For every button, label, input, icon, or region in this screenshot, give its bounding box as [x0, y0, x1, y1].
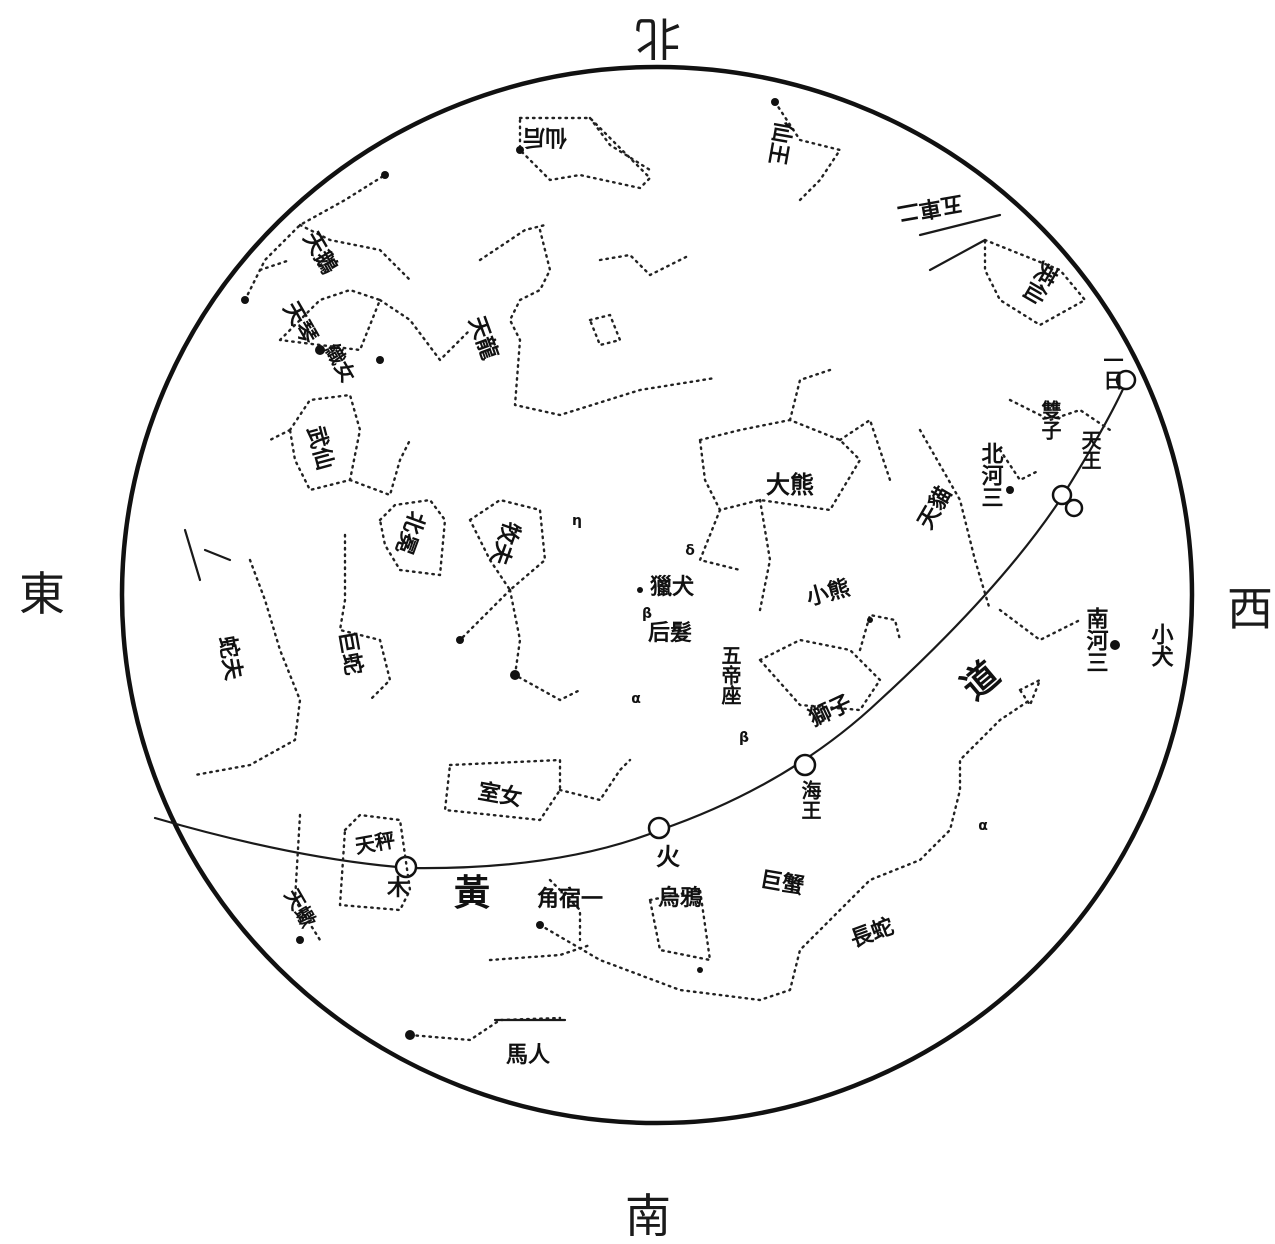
label-centaurus: 馬人	[506, 1043, 550, 1068]
greek-eta-boo: η	[572, 513, 582, 529]
label-corvus: 烏鴉	[658, 885, 702, 911]
label-cygnus: 天鵝	[298, 228, 342, 279]
direction-south: 南	[625, 1189, 671, 1243]
planet-marker-sun	[1115, 369, 1137, 391]
label-sun-day-1: 一日	[1100, 350, 1124, 390]
label-virgo: 室女	[476, 778, 524, 811]
label-ophiuchus: 蛇夫	[213, 634, 246, 683]
label-small-dog: 小犬	[1148, 623, 1174, 668]
planet-marker-neptune	[793, 753, 817, 777]
label-draco: 天龍	[463, 313, 502, 363]
bright-stars	[241, 98, 1120, 1040]
label-jupiter: 木	[386, 876, 410, 901]
label-cassiopeia: 仙后	[523, 124, 567, 150]
label-wuche-er: 五車二	[895, 189, 964, 225]
ecliptic-label-dao: 道	[953, 653, 1008, 708]
ecliptic-label-huang: 黃	[454, 872, 490, 914]
planet-marker-uranus	[1051, 484, 1073, 506]
label-jiao-su-yi: 角宿一	[537, 886, 603, 912]
label-little-bear: 小熊	[804, 575, 853, 612]
horizon-circle	[119, 64, 1195, 1126]
constellation-lines	[183, 100, 1112, 1042]
label-lynx: 天貓	[914, 483, 958, 534]
planet-marker-jupiter	[394, 855, 418, 879]
label-gemini: 雙子	[1038, 399, 1062, 440]
label-lyra: 天琴	[278, 298, 322, 349]
greek-beta-coma: β	[642, 606, 652, 622]
direction-east: 東	[19, 567, 65, 621]
label-perseus: 英仙	[1018, 257, 1063, 308]
planet-marker-mars	[647, 816, 671, 840]
label-scorpius: 天蠍	[280, 885, 321, 932]
label-nanhe-san: 南河三	[1083, 607, 1109, 673]
label-libra: 天秤	[353, 828, 397, 859]
greek-beta-leo: β	[739, 730, 749, 746]
label-hercules: 武仙	[302, 423, 339, 472]
label-hydra: 長蛇	[847, 913, 897, 952]
label-neptune: 海王	[798, 779, 822, 820]
label-corona-borealis: 北冕	[390, 508, 429, 558]
direction-north: 北	[635, 11, 681, 65]
label-dragon: 大熊	[766, 471, 814, 499]
label-canes-venatici: 獵犬	[650, 575, 695, 600]
label-uranus: 天王	[1078, 430, 1102, 470]
label-cepheus: 仙王	[763, 119, 796, 167]
label-five-emperors: 五帝座	[718, 645, 742, 706]
greek-alpha-hydra: α	[978, 818, 988, 834]
planet-marker-gemini-a	[1064, 498, 1084, 518]
label-beihe-san: 北河三	[978, 442, 1004, 508]
greek-delta-cvn: δ	[685, 543, 695, 559]
label-coma-berenices: 后髮	[648, 621, 692, 646]
label-mars: 火	[656, 843, 680, 871]
greek-alpha-arcturus: α	[631, 691, 641, 707]
label-leo: 獅子	[805, 690, 856, 732]
label-cancer: 巨蟹	[758, 866, 806, 899]
direction-west: 西	[1227, 582, 1273, 636]
